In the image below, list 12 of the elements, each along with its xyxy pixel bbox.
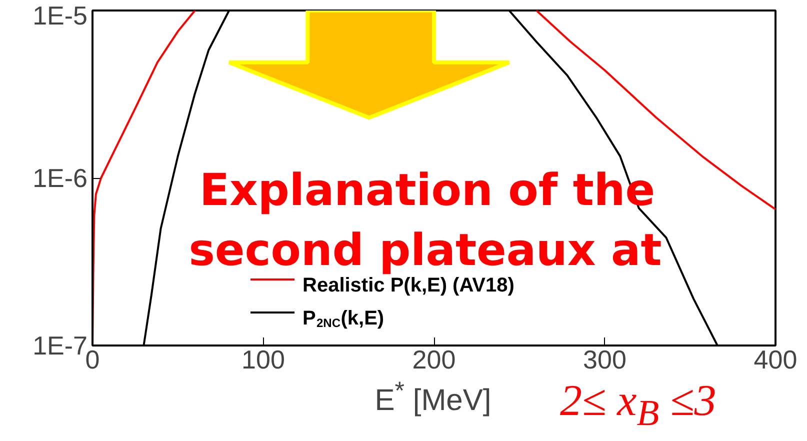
- annotation: second plateaux at: [188, 225, 662, 276]
- y-tick-label: 1E-5: [32, 0, 88, 30]
- x-tick-label: 300: [583, 344, 626, 374]
- x-tick-label: 0: [85, 344, 100, 374]
- x-tick-label: 200: [412, 344, 456, 374]
- y-tick-label: 1E-7: [32, 330, 88, 360]
- x-tick-label: 100: [242, 344, 285, 374]
- x-tick-label: 400: [754, 344, 798, 374]
- legend-label: Realistic P(k,E) (AV18): [302, 274, 514, 296]
- x-axis-title: E$^{*}$ [MeV]: [374, 377, 492, 418]
- text: 2≤ x$_{B}$ ≤3: [560, 375, 716, 434]
- y-tick-label: 1E-6: [32, 163, 88, 193]
